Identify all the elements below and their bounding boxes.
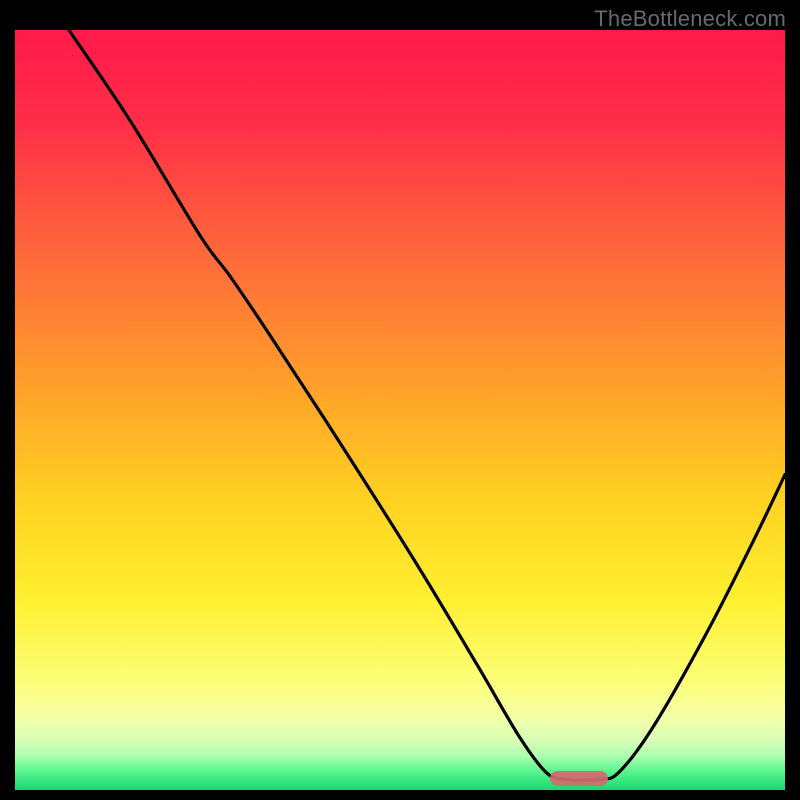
- chart-container: TheBottleneck.com: [0, 0, 800, 800]
- bottleneck-curve: [15, 30, 785, 790]
- optimal-range-marker: [550, 771, 608, 786]
- plot-area: [15, 30, 785, 790]
- watermark-text: TheBottleneck.com: [594, 6, 786, 32]
